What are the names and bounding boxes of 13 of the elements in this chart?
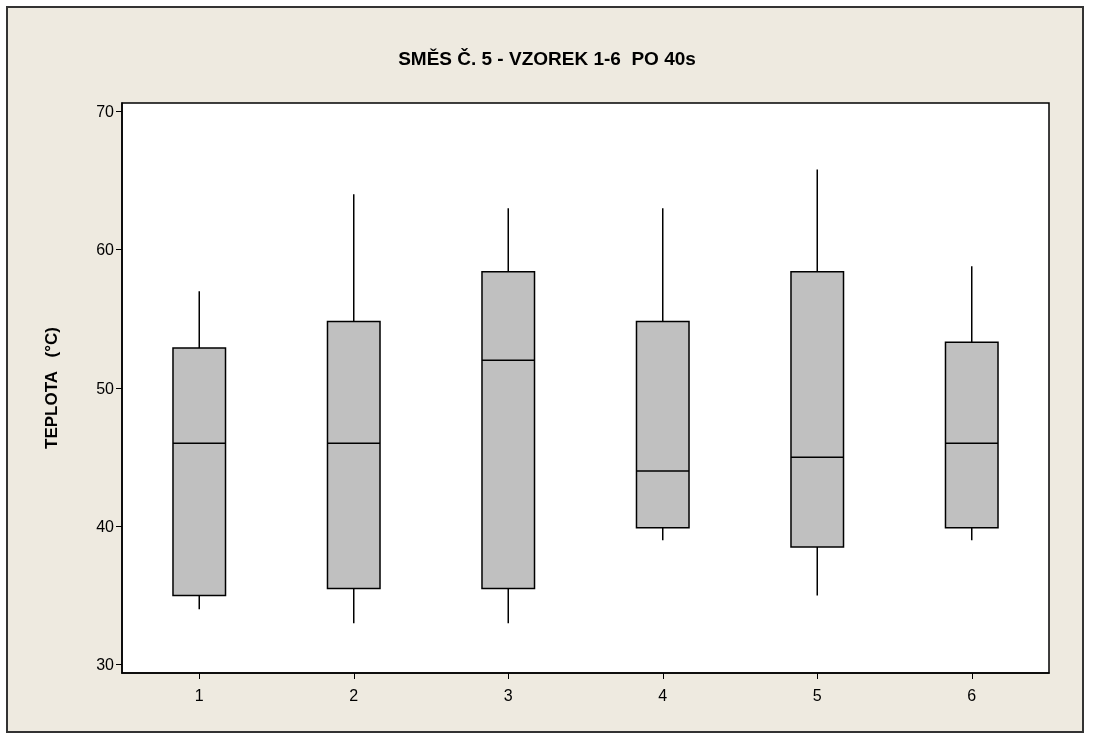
x-tick-label: 2	[349, 686, 359, 704]
x-tick-label: 6	[967, 686, 977, 704]
y-tick-label: 30	[96, 656, 115, 674]
x-tick-label: 3	[503, 686, 513, 704]
x-tick-label: 1	[194, 686, 204, 704]
x-tick-label: 5	[812, 686, 822, 704]
y-axis-title: TEPLOTA (°C)	[42, 326, 61, 450]
x-tick-label: 4	[658, 686, 668, 704]
chart-title: SMĚS Č. 5 - VZOREK 1-6 PO 40s	[398, 48, 696, 69]
y-tick-label: 40	[96, 517, 115, 535]
y-tick-label: 60	[96, 241, 115, 259]
y-tick-label: 70	[96, 102, 115, 120]
y-tick-label: 50	[96, 379, 115, 397]
